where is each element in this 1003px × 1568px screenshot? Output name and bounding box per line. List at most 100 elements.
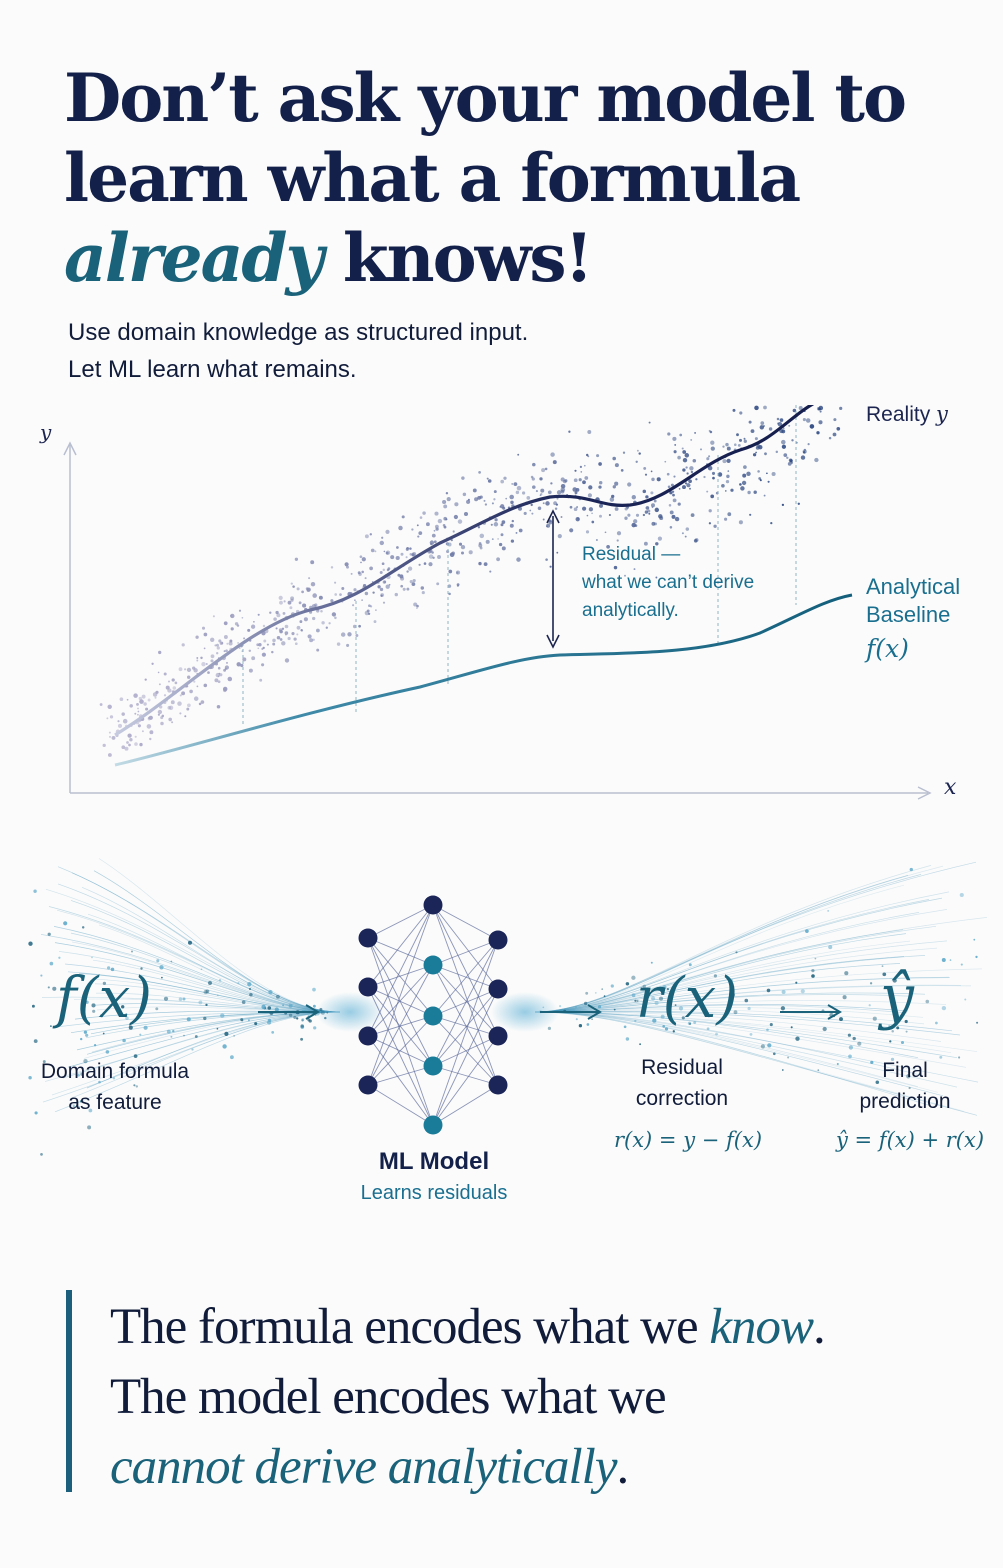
scatter-point	[269, 611, 272, 614]
output-stream-line	[534, 994, 910, 1013]
nn-node	[358, 1026, 378, 1046]
output-stream-line	[534, 1011, 939, 1093]
scatter-point	[171, 721, 174, 724]
flow-particle	[892, 978, 897, 983]
flow-particle	[130, 950, 134, 953]
scatter-point	[550, 452, 555, 457]
scatter-point	[240, 663, 244, 668]
quote-line-3-end: .	[616, 1439, 630, 1495]
flow-particle	[33, 1039, 38, 1043]
scatter-point	[416, 524, 419, 527]
scatter-point	[437, 518, 443, 524]
input-stream-line	[71, 941, 341, 1013]
scatter-point	[141, 694, 146, 699]
residual-annotation-line-3: analytically.	[582, 600, 679, 621]
scatter-point	[347, 632, 352, 637]
scatter-point	[418, 563, 421, 566]
neural-network-icon	[358, 895, 508, 1135]
scatter-point	[340, 632, 346, 637]
flow-particle	[811, 968, 815, 973]
input-stream-line	[51, 1011, 341, 1096]
scatter-point	[568, 430, 571, 433]
scatter-point	[777, 421, 783, 427]
flow-particle	[674, 1004, 677, 1006]
scatter-point	[651, 477, 655, 482]
scatter-point	[431, 533, 436, 538]
scatter-point	[695, 478, 698, 481]
scatter-point	[385, 584, 390, 589]
flow-particle	[766, 988, 771, 993]
output-stream-line	[534, 977, 951, 1013]
scatter-point	[257, 613, 260, 616]
input-stream-line	[70, 900, 341, 1013]
scatter-point	[690, 470, 694, 474]
scatter-point	[196, 659, 199, 662]
input-stream-line	[86, 1011, 341, 1089]
scatter-point	[540, 488, 545, 493]
input-stream-line	[40, 934, 341, 1013]
flow-particle	[672, 1030, 675, 1033]
scatter-point	[513, 482, 518, 486]
scatter-point	[787, 462, 792, 466]
scatter-point	[157, 713, 160, 716]
scatter-point	[483, 562, 488, 567]
flow-particle	[960, 963, 963, 966]
scatter-point	[727, 470, 730, 472]
scatter-point	[234, 622, 239, 626]
scatter-point	[243, 637, 246, 640]
flow-particle	[715, 1032, 718, 1036]
scatter-point	[425, 522, 430, 527]
scatter-point	[442, 499, 447, 505]
scatter-point	[159, 705, 163, 709]
scatter-point	[788, 458, 793, 463]
flow-particle	[50, 1025, 52, 1027]
headline-line-2: learn what a formula	[64, 139, 801, 217]
scatter-point	[273, 617, 277, 621]
flow-particle	[77, 1106, 81, 1109]
nn-connection	[432, 1035, 499, 1067]
scatter-point	[500, 479, 505, 484]
scatter-point	[616, 531, 622, 536]
scatter-point	[448, 592, 451, 596]
scatter-point	[294, 557, 299, 561]
scatter-point	[624, 507, 628, 511]
scatter-point	[515, 531, 518, 534]
scatter-point	[294, 642, 298, 646]
flow-particle	[229, 1055, 234, 1060]
scatter-point	[633, 568, 636, 571]
scatter-point	[167, 680, 171, 683]
scatter-point	[532, 485, 536, 489]
nn-node	[488, 1026, 508, 1046]
scatter-point	[809, 424, 815, 429]
flow-particle	[594, 991, 597, 994]
flow-particle	[182, 997, 186, 1001]
scatter-point	[309, 638, 314, 643]
scatter-point	[734, 443, 737, 446]
scatter-point	[584, 476, 589, 480]
scatter-point	[372, 591, 375, 594]
scatter-point	[111, 735, 116, 740]
flow-particle	[688, 963, 692, 967]
scatter-point	[554, 507, 558, 510]
flow-particle	[939, 1055, 943, 1059]
flow-particle	[688, 1022, 692, 1026]
scatter-point	[316, 648, 320, 652]
scatter-point	[148, 715, 153, 720]
scatter-point	[399, 574, 404, 579]
scatter-point	[710, 440, 715, 445]
scatter-point	[755, 451, 757, 454]
scatter-point	[647, 509, 651, 513]
scatter-point	[764, 452, 767, 456]
scatter-point	[279, 600, 283, 605]
scatter-point	[548, 519, 552, 523]
scatter-point	[177, 701, 182, 706]
flow-particle	[869, 982, 873, 985]
flow-particle	[98, 1080, 101, 1084]
scatter-point	[316, 628, 320, 633]
flow-particle	[233, 1035, 235, 1037]
scatter-point	[247, 628, 251, 632]
scatter-point	[207, 671, 210, 674]
scatter-point	[612, 485, 616, 489]
scatter-point	[725, 442, 729, 447]
scatter-point	[418, 531, 423, 535]
